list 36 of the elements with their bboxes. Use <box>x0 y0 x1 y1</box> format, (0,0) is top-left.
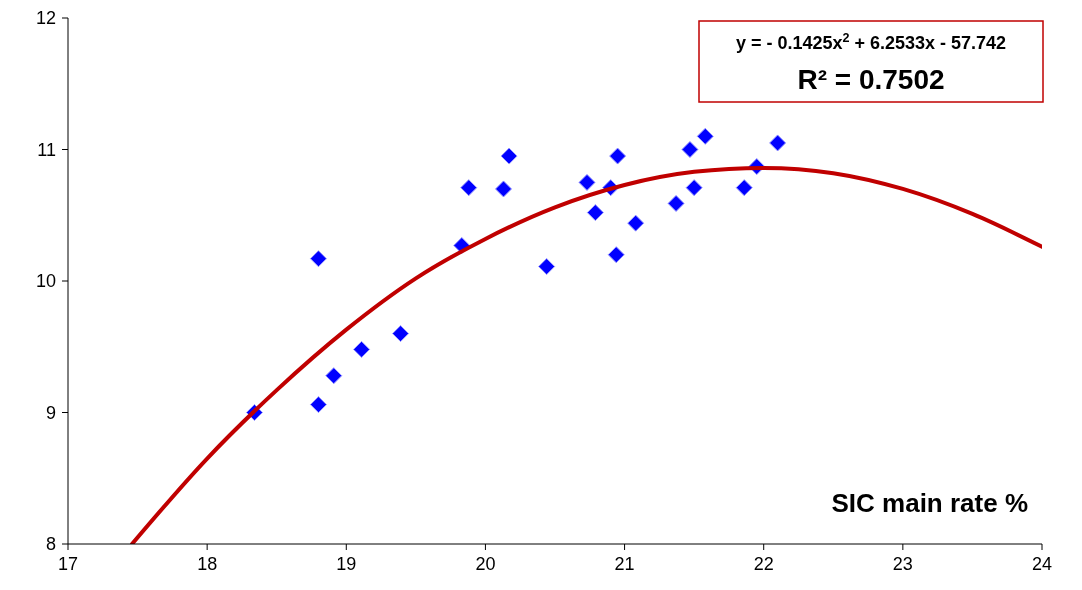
x-tick-label: 22 <box>753 554 774 574</box>
point <box>609 147 627 165</box>
point <box>696 127 714 145</box>
point <box>681 141 699 158</box>
point <box>495 180 513 198</box>
point <box>500 147 518 165</box>
x-tick-label: 23 <box>892 554 913 574</box>
point <box>309 250 327 268</box>
point <box>627 214 645 232</box>
y-tick-label: 12 <box>35 8 56 28</box>
point <box>586 204 604 222</box>
y-tick-label: 10 <box>35 271 56 291</box>
x-tick-label: 24 <box>1031 554 1053 574</box>
point <box>578 173 596 191</box>
y-tick-label: 9 <box>45 402 56 423</box>
point <box>392 325 410 343</box>
y-tick-label: 8 <box>45 534 56 554</box>
point <box>460 179 478 197</box>
x-tick-label: 19 <box>336 554 357 574</box>
x-tick-label: 17 <box>57 554 79 574</box>
point <box>353 340 371 358</box>
point <box>769 134 787 152</box>
point <box>538 258 556 276</box>
point <box>309 396 327 414</box>
point <box>325 367 343 385</box>
point <box>685 179 703 197</box>
x-tick-label: 21 <box>614 554 635 574</box>
point <box>607 246 625 264</box>
annotation: y = - 0.1425x$^{2}$ + 6.2533x - 57.742 <box>735 31 1007 53</box>
point <box>667 194 685 212</box>
x-axis-title: SIC main rate % <box>831 488 1028 518</box>
y-tick-label: 11 <box>37 139 56 160</box>
point <box>735 179 753 197</box>
x-tick-label: 18 <box>197 554 218 574</box>
x-tick-label: 20 <box>475 554 496 574</box>
annotation: R² = 0.7502 <box>797 64 945 95</box>
